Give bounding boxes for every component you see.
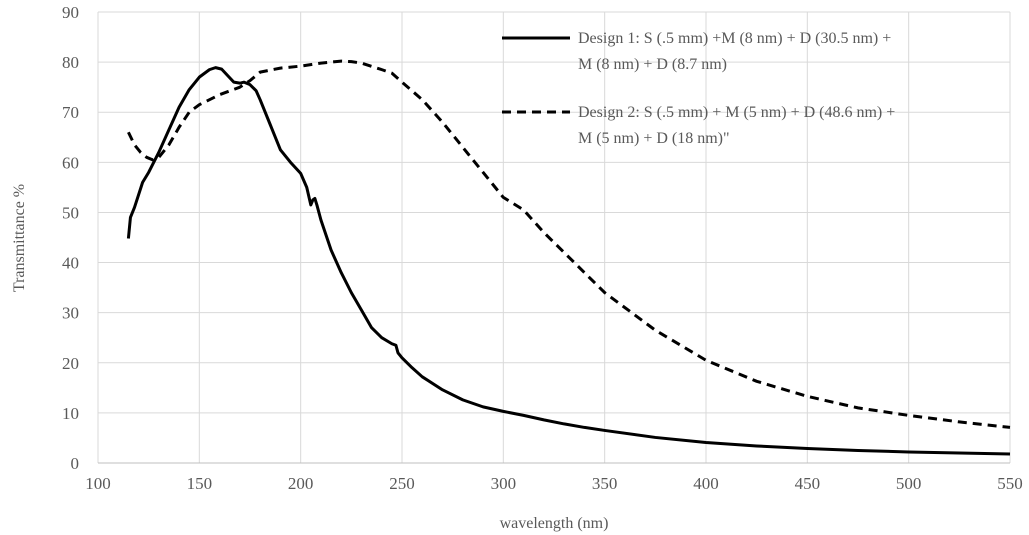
legend-entry-design-2: Design 2: S (.5 mm) + M (5 nm) + D (48.6… <box>502 104 895 147</box>
x-tick-label: 350 <box>592 474 618 493</box>
series-line-design-2 <box>127 59 1011 429</box>
y-tick-label: 0 <box>71 454 80 473</box>
y-tick-label: 10 <box>62 404 79 423</box>
y-tick-label: 90 <box>62 3 79 22</box>
grid-lines <box>97 11 1011 464</box>
y-tick-label: 40 <box>62 254 79 273</box>
x-tick-label: 300 <box>491 474 517 493</box>
y-tick-label: 80 <box>62 53 79 72</box>
x-tick-label: 400 <box>693 474 719 493</box>
x-tick-label: 100 <box>85 474 111 493</box>
y-tick-label: 60 <box>62 153 79 172</box>
x-tick-label: 500 <box>896 474 922 493</box>
legend-label-line: Design 1: S (.5 mm) +M (8 nm) + D (30.5 … <box>578 30 891 47</box>
legend: Design 1: S (.5 mm) +M (8 nm) + D (30.5 … <box>502 30 895 147</box>
x-tick-label: 550 <box>997 474 1023 493</box>
x-tick-label: 150 <box>187 474 213 493</box>
legend-label-line: M (8 nm) + D (8.7 nm) <box>578 56 727 73</box>
legend-label-line: Design 2: S (.5 mm) + M (5 nm) + D (48.6… <box>578 104 895 121</box>
legend-entry-design-1: Design 1: S (.5 mm) +M (8 nm) + D (30.5 … <box>502 30 891 73</box>
x-tick-label: 450 <box>795 474 821 493</box>
x-axis-title: wavelength (nm) <box>500 515 609 532</box>
series-layer <box>126 59 1011 456</box>
y-tick-labels: 0 10 20 30 40 50 60 70 80 90 <box>62 3 79 473</box>
y-tick-label: 70 <box>62 103 79 122</box>
x-tick-label: 200 <box>288 474 314 493</box>
y-tick-label: 50 <box>62 203 79 222</box>
x-tick-label: 250 <box>389 474 415 493</box>
y-tick-label: 30 <box>62 304 79 323</box>
x-tick-labels: 100 150 200 250 300 350 400 450 500 550 <box>85 474 1023 493</box>
legend-label-line: M (5 nm) + D (18 nm)" <box>578 130 730 147</box>
y-tick-label: 20 <box>62 354 79 373</box>
series-line-design-1 <box>126 66 1011 456</box>
y-axis-title: Transmittance % <box>11 184 28 292</box>
